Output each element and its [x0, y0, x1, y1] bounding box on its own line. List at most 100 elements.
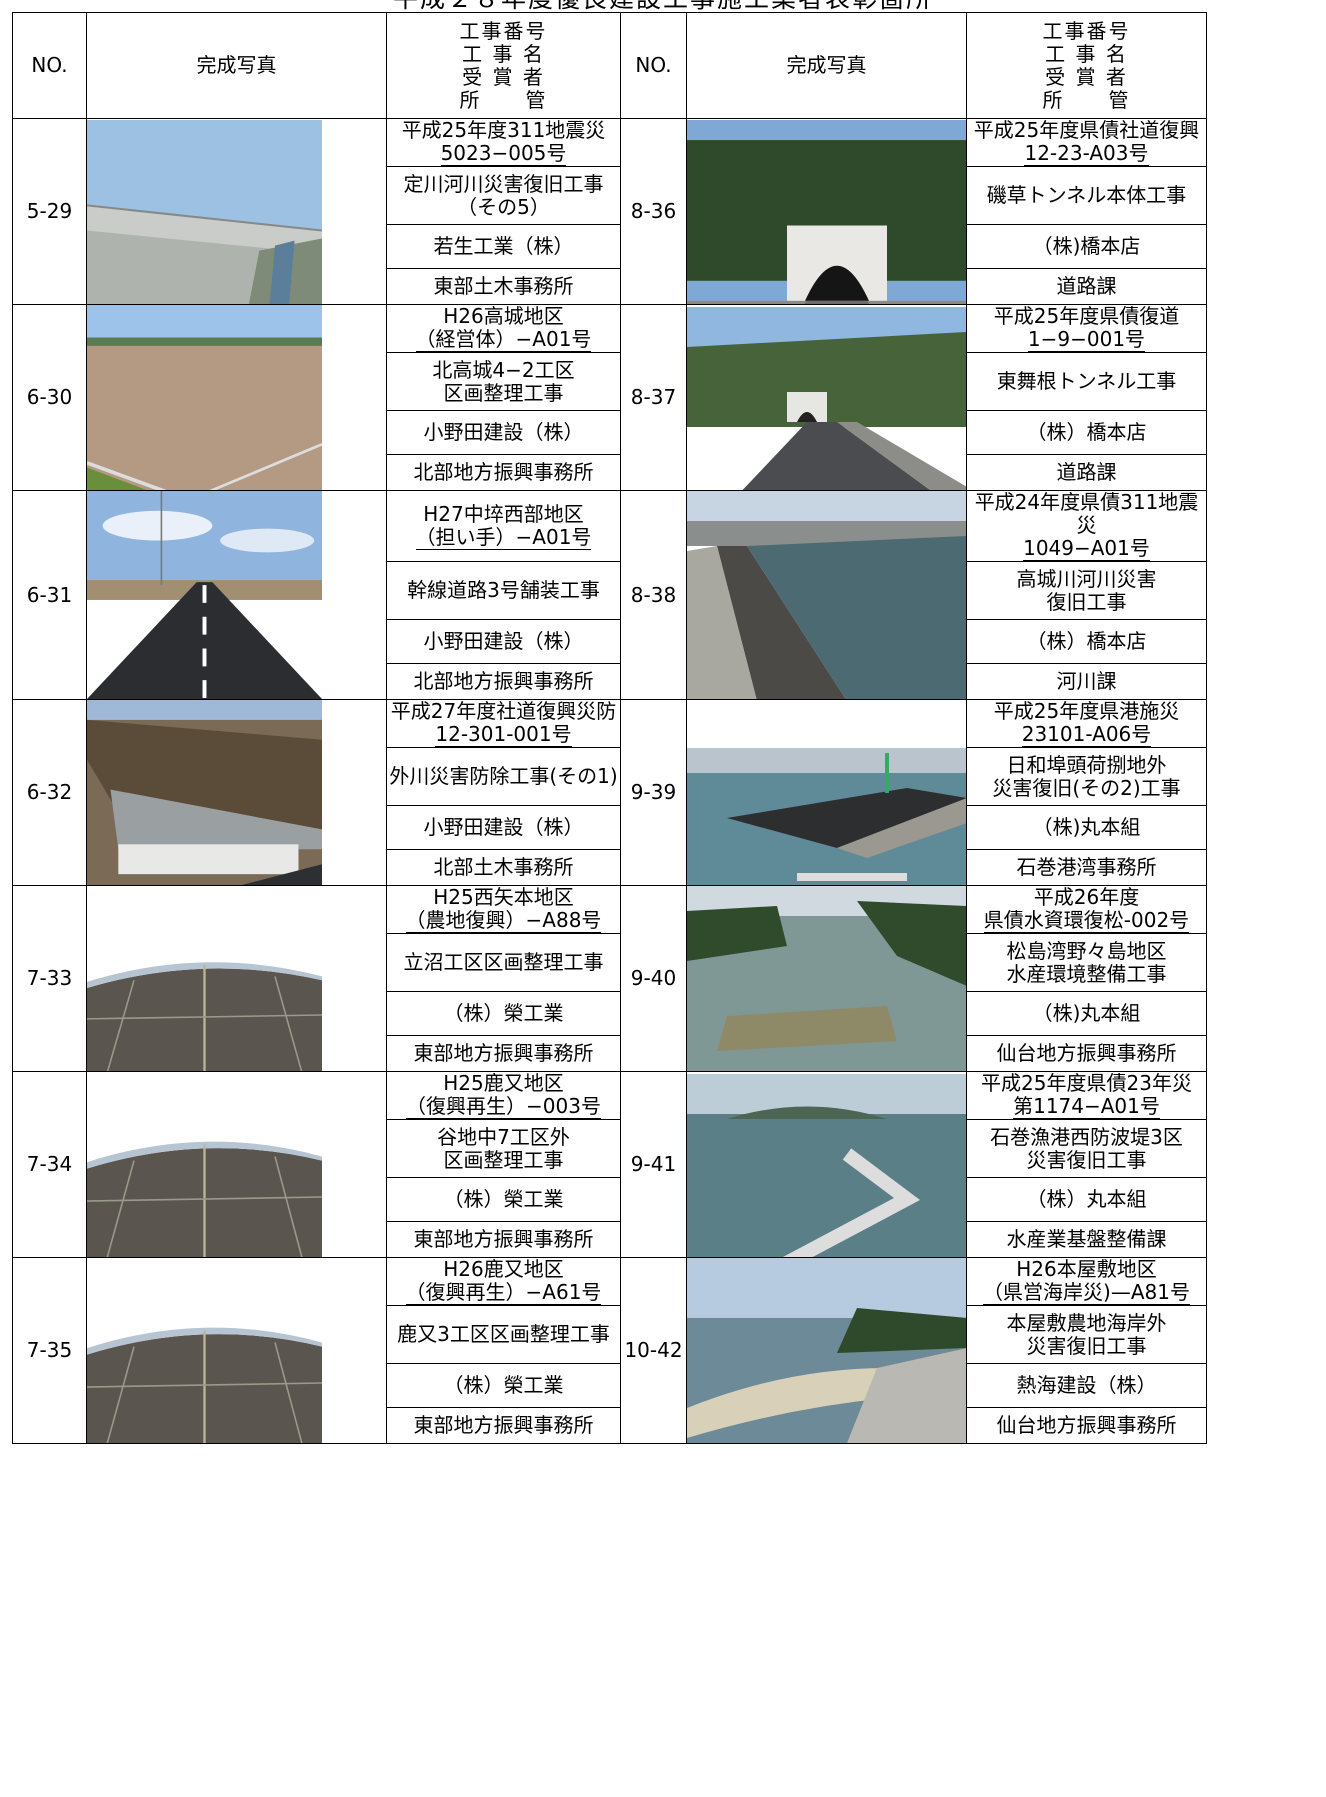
text-line: 1049−A01号	[1023, 536, 1150, 561]
breakwater-photo	[686, 1071, 967, 1258]
winner: 小野田建設（株）	[386, 410, 621, 455]
header-line: 工 事 名	[462, 41, 545, 66]
winner: （株）橋本店	[966, 410, 1207, 455]
office: 仙台地方振興事務所	[966, 1035, 1207, 1072]
table-row: 東部地方振興事務所 仙台地方振興事務所	[13, 1035, 1207, 1072]
aerial-field-photo	[86, 1071, 387, 1258]
entry-no: 8-38	[620, 490, 687, 700]
table-row: 7-33 H25西矢本地区 （農地復興）−A88号 9-40 平成26年度 県債水資環復松…	[12, 885, 1207, 1072]
text-line: 石巻漁港西防波堤3区	[990, 1124, 1183, 1149]
text-line: 12-301-001号	[388, 722, 620, 747]
text-line: 平成26年度	[1033, 885, 1140, 909]
entry-no: 7-33	[12, 885, 87, 1072]
text-line: 東舞根トンネル工事	[996, 369, 1177, 393]
header-line: 受 賞 者	[462, 64, 545, 89]
winner: （株）丸本組	[966, 1177, 1207, 1222]
text-line: 松島湾野々島地区	[1006, 938, 1167, 963]
winner: （株)丸本組	[966, 805, 1207, 850]
text-line: 23101-A06号	[968, 722, 1206, 747]
text-line: 23101-A06号	[1021, 722, 1152, 747]
farmland-photo	[86, 304, 387, 491]
office: 水産業基盤整備課	[966, 1221, 1207, 1258]
wharf-photo	[686, 699, 967, 886]
table-row: 北部地方振興事務所 河川課	[13, 663, 1207, 700]
winner: 熱海建設（株）	[966, 1363, 1207, 1408]
text-line: H25西矢本地区	[433, 885, 574, 909]
text-line: 5023−005号	[440, 141, 567, 166]
text-line: 平成25年度県債復道	[993, 304, 1180, 328]
entry-no: 9-41	[620, 1071, 687, 1258]
table-row: 立沼工区区画整理工事 松島湾野々島地区 水産環境整備工事	[13, 933, 1207, 992]
table-row: 北部土木事務所 石巻港湾事務所	[13, 849, 1207, 886]
text-line: 日和埠頭荷捌地外	[1006, 752, 1167, 777]
table-row: 東部土木事務所 道路課	[13, 268, 1207, 305]
office: 東部地方振興事務所	[386, 1407, 621, 1444]
text-line: 1049−A01号	[968, 536, 1206, 561]
winner: （株）榮工業	[386, 991, 621, 1036]
table-row: 6-31 H27中埣西部地区 （担い手）−A01号 8-38 平成24年度県債311地震…	[12, 490, 1207, 700]
page-title: 平成２８年度優良建設工事施工業者表彰箇所	[0, 0, 1326, 12]
text-line: 平成25年度311地震災	[401, 118, 606, 142]
bay-photo	[686, 885, 967, 1072]
table-row: （株）榮工業 熱海建設（株）	[13, 1363, 1207, 1408]
text-line: H26高城地区	[443, 304, 564, 328]
entry-no: 6-30	[12, 304, 87, 491]
text-line: 鹿又3工区区画整理工事	[397, 1322, 610, 1346]
text-line: 12-301-001号	[435, 722, 572, 747]
text-line: 第1174−A01号	[1013, 1094, 1160, 1119]
text-line: 平成25年度県債社道復興	[973, 118, 1200, 142]
text-line: 水産環境整備工事	[1006, 961, 1167, 986]
text-line: 平成25年度県港施災	[993, 699, 1180, 723]
header-line: 工事番号	[459, 18, 548, 43]
text-line: 本屋敷農地海岸外	[1006, 1310, 1167, 1335]
text-line: 復旧工事	[1046, 589, 1127, 614]
text-line: 平成24年度県債311地震災	[974, 490, 1199, 537]
office: 道路課	[966, 454, 1207, 491]
table-row: 北部地方振興事務所 道路課	[13, 454, 1207, 491]
header-row: NO. 完成写真 工事番号 工 事 名 受 賞 者 所 管 NO. 完成写真 工…	[12, 12, 1207, 119]
table-row: 小野田建設（株） （株)丸本組	[13, 805, 1207, 850]
text-line: （県営海岸災)—A81号	[968, 1281, 1206, 1305]
header-no: NO.	[12, 12, 87, 119]
winner: 若生工業（株）	[386, 224, 621, 269]
award-table: NO. 完成写真 工事番号 工 事 名 受 賞 者 所 管 NO. 完成写真 工…	[12, 12, 1207, 1444]
header-no: NO.	[620, 12, 687, 119]
text-line: 区画整理工事	[443, 1147, 564, 1172]
text-line: （農地復興）−A88号	[388, 909, 620, 933]
header-line: 工 事 名	[1045, 41, 1128, 66]
table-row: 外川災害防除工事(その1) 日和埠頭荷捌地外 災害復旧(その2)工事	[13, 747, 1207, 806]
text-line: 平成27年度社道復興災防	[390, 699, 617, 723]
entry-no: 6-31	[12, 490, 87, 700]
text-line: 災害復旧(その2)工事	[992, 775, 1181, 800]
text-line: H27中埣西部地区	[423, 501, 584, 526]
header-line: 工事番号	[1042, 18, 1131, 43]
text-line: 外川災害防除工事(その1)	[389, 764, 618, 788]
entry-no: 5-29	[12, 118, 87, 305]
text-line: 県債水資環復松-002号	[983, 908, 1190, 933]
table-row: 若生工業（株） （株)橋本店	[13, 224, 1207, 269]
entry-no: 8-36	[620, 118, 687, 305]
office: 東部地方振興事務所	[386, 1035, 621, 1072]
entry-no: 10-42	[620, 1257, 687, 1444]
text-line: （担い手）−A01号	[415, 524, 592, 550]
office: 仙台地方振興事務所	[966, 1407, 1207, 1444]
table-row: 定川河川災害復旧工事 （その5） 磯草トンネル本体工事	[13, 166, 1207, 225]
table-row: 5-29 平成25年度311地震災 5023−005号 8-36 平成25年度県債社道復…	[12, 118, 1207, 305]
winner: 小野田建設（株）	[386, 805, 621, 850]
header-line: 所 管	[1042, 87, 1131, 112]
text-line: 磯草トンネル本体工事	[986, 183, 1187, 207]
office: 河川課	[966, 663, 1207, 700]
text-line: 12-23-A03号	[1024, 141, 1149, 166]
table-row: 7-34 H25鹿又地区 （復興再生）−003号 9-41 平成25年度県債23年災 第1…	[12, 1071, 1207, 1258]
office: 東部地方振興事務所	[386, 1221, 621, 1258]
text-line: 1−9−001号	[1027, 327, 1146, 352]
text-line: 高城川河川災害	[1016, 566, 1157, 591]
text-line: 第1174−A01号	[968, 1094, 1206, 1119]
text-line: 幹線道路3号舗装工事	[407, 578, 600, 602]
header-line: 所 管	[459, 87, 548, 112]
text-line: （担い手）−A01号	[388, 524, 620, 550]
header-photo: 完成写真	[686, 12, 967, 119]
text-line: （その5）	[457, 194, 550, 219]
tunnel-photo	[686, 118, 967, 305]
text-line: （経営体）−A01号	[415, 327, 592, 352]
